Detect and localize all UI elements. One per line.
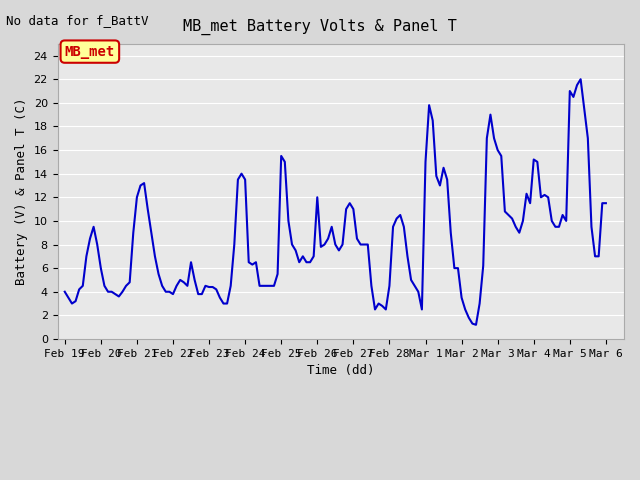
Legend: : [336, 405, 346, 415]
Text: No data for f_BattV: No data for f_BattV: [6, 14, 149, 27]
X-axis label: Time (dd): Time (dd): [307, 364, 374, 377]
Text: MB_met Battery Volts & Panel T: MB_met Battery Volts & Panel T: [183, 19, 457, 36]
Y-axis label: Battery (V) & Panel T (C): Battery (V) & Panel T (C): [15, 97, 28, 285]
Text: MB_met: MB_met: [65, 45, 115, 59]
